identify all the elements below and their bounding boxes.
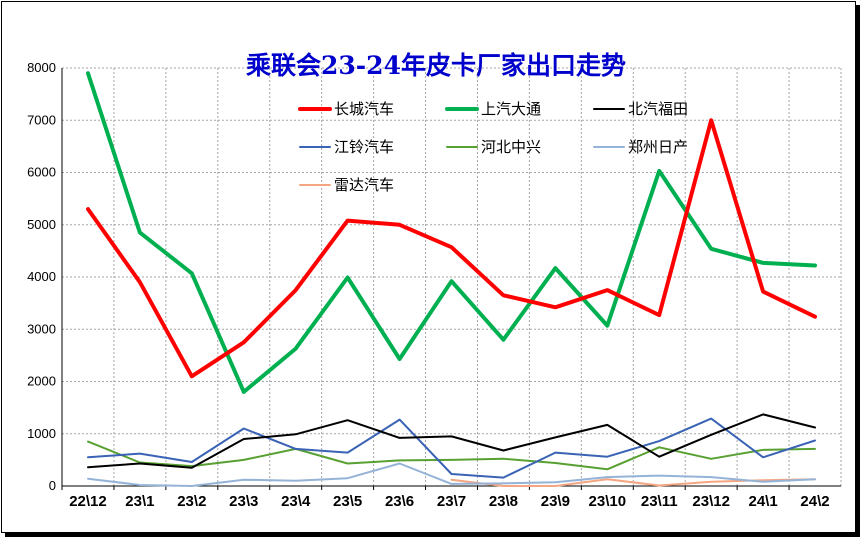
chart-title: 乘联会23-24年皮卡厂家出口走势: [246, 51, 626, 80]
y-tick-label: 6000: [27, 165, 56, 180]
series-line-5: [87, 462, 816, 487]
series-line-4: [87, 440, 816, 471]
x-tick-label: 23\3: [229, 493, 258, 510]
x-tick-label: 23\12: [692, 493, 730, 510]
y-tick-label: 7000: [27, 112, 56, 127]
legend-item: 上汽大通: [445, 100, 541, 118]
x-tick-label: 23\4: [281, 493, 311, 510]
x-tick-labels: 22\12 23\1 23\2 23\3 23\4 23\5 23\6 23\7 23\8 23\…: [61, 486, 830, 510]
legend-item: 河北中兴: [446, 138, 541, 156]
y-tick-label: 4000: [27, 269, 56, 284]
y-tick-label: 0: [49, 478, 56, 493]
x-tick-label: 23\5: [333, 493, 362, 510]
legend-label: 长城汽车: [334, 100, 394, 118]
series-lines: [86, 71, 817, 487]
x-tick-label: 22\12: [69, 493, 107, 510]
y-tick-labels: 0 1000 2000 3000 4000 5000 6000 7000 8000: [27, 60, 56, 493]
gridlines: [62, 67, 842, 486]
legend-item: 江铃汽车: [299, 138, 394, 156]
series-line-2: [87, 413, 816, 469]
legend-label: 北汽福田: [628, 100, 688, 118]
legend-label: 河北中兴: [481, 138, 541, 156]
x-tick-label: 24\2: [800, 493, 829, 510]
x-tick-label: 23\11: [641, 493, 678, 510]
y-tick-label: 5000: [27, 217, 56, 232]
legend-item: 雷达汽车: [299, 176, 394, 194]
legend-item: 北汽福田: [593, 100, 688, 118]
y-tick-label: 1000: [27, 426, 56, 441]
y-tick-label: 8000: [27, 60, 56, 75]
legend-label: 郑州日产: [628, 138, 688, 156]
y-tick-label: 3000: [27, 321, 56, 336]
legend-item: 郑州日产: [593, 138, 688, 156]
x-tick-label: 23\6: [385, 493, 414, 510]
legend-label: 雷达汽车: [334, 176, 394, 194]
series-line-1: [86, 71, 817, 394]
legend-item: 长城汽车: [298, 100, 394, 118]
series-line-3: [87, 417, 816, 479]
x-tick-label: 23\7: [437, 493, 466, 510]
x-tick-label: 23\2: [177, 493, 206, 510]
y-tick-label: 2000: [27, 374, 56, 389]
x-tick-label: 24\1: [748, 493, 777, 510]
legend-label: 江铃汽车: [334, 138, 394, 156]
x-tick-label: 23\8: [489, 493, 518, 510]
x-tick-label: 23\10: [589, 493, 627, 510]
series-line-0: [86, 118, 817, 379]
legend-label: 上汽大通: [481, 100, 541, 118]
x-tick-label: 23\1: [125, 493, 154, 510]
x-tick-label: 23\9: [541, 493, 570, 510]
